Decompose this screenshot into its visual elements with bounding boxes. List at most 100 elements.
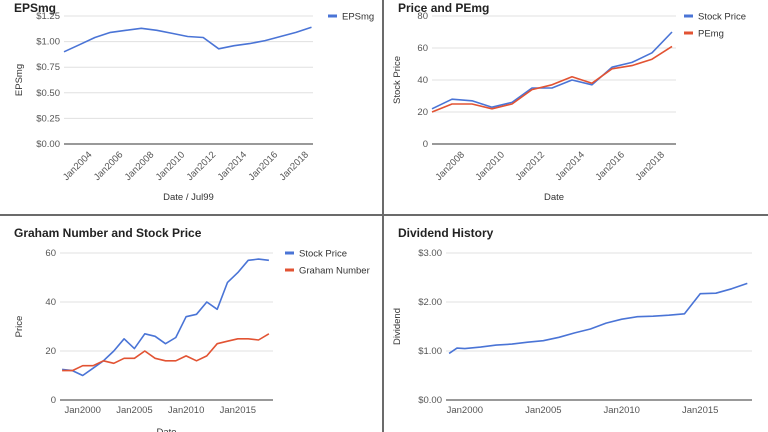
data-point-1-18 [247,338,249,340]
y-tick-label: 0 [51,395,56,406]
y-axis-label: Stock Price [392,56,403,104]
series-line-1 [62,333,270,372]
x-tick-label: Jan2010 [168,405,204,416]
data-point-0-7 [571,79,573,81]
data-point-1-10 [164,360,166,362]
data-point-1-13 [195,360,197,362]
data-point-1-3 [491,108,493,110]
y-tick-label: $1.00 [418,346,442,357]
data-point-0-16 [683,313,685,315]
x-tick-label: Jan2016 [593,149,627,183]
data-point-0-11 [175,336,177,338]
y-tick-label: 20 [417,107,428,118]
data-point-0-14 [652,315,654,317]
series-line-0 [62,258,269,377]
eps-chart-panel: EPSmg $0.00 $0.25 $0.50 $0.75 $1.00 $1.25 Jan20… [0,0,382,214]
chart-title: Dividend History [398,226,494,240]
x-tick-label: Jan2000 [447,405,483,416]
data-point-0-5 [511,343,513,345]
legend-label: Stock Price [299,249,347,260]
data-point-0-9 [574,332,576,334]
data-point-0-12 [621,318,623,320]
x-tick-label: Jan2015 [220,405,256,416]
y-axis-label: Dividend [392,308,403,345]
x-tick-label: Jan2012 [513,149,547,183]
data-point-0-19 [257,258,259,260]
x-tick-label: Jan2005 [116,405,152,416]
data-point-0-20 [268,259,270,261]
y-axis-label: EPSmg [14,64,25,96]
data-point-0-17 [237,271,239,273]
chart-title: Graham Number and Stock Price [14,226,202,240]
data-point-0-10 [164,343,166,345]
data-point-1-6 [551,84,553,86]
x-tick-label: Jan2014 [216,149,250,183]
data-point-1-9 [611,68,613,70]
data-point-1-5 [531,88,533,90]
series-line-0 [448,282,748,355]
y-tick-label: 80 [417,11,428,22]
chart-title: Price and PEmg [398,1,489,15]
data-point-0-5 [140,27,142,29]
legend-label: PEmg [698,29,724,40]
data-point-1-12 [671,45,673,47]
data-point-0-19 [730,288,732,290]
legend-label: Graham Number [299,266,370,277]
data-point-0-18 [715,292,717,294]
data-point-0-4 [125,29,127,31]
data-point-0-9 [202,36,204,38]
data-point-1-4 [511,103,513,105]
data-point-0-10 [218,48,220,50]
x-tick-label: Jan2018 [277,149,311,183]
data-point-0-2 [94,36,96,38]
data-point-0-20 [746,282,748,284]
data-point-0-3 [479,346,481,348]
data-point-0-16 [310,26,312,28]
data-point-0-16 [226,281,228,283]
data-point-1-14 [206,355,208,357]
data-point-0-7 [542,340,544,342]
data-point-0-3 [92,367,94,369]
data-point-0-14 [206,301,208,303]
data-point-0-3 [109,31,111,33]
x-axis-label: Date / Jul99 [163,192,214,203]
y-tick-label: $0.75 [36,62,60,73]
data-point-0-1 [78,44,80,46]
data-point-0-14 [279,35,281,37]
data-point-0-9 [154,335,156,337]
data-point-0-6 [156,29,158,31]
data-point-0-0 [431,108,433,110]
data-point-0-15 [295,31,297,33]
x-tick-label: Jan2005 [525,405,561,416]
y-tick-label: $0.25 [36,113,60,124]
data-point-1-11 [175,360,177,362]
series-line-0 [431,31,673,110]
x-axis-label: Date [156,427,176,432]
x-tick-label: Jan2012 [185,149,219,183]
price-pemg-chart-panel: Price and PEmg 0 20 40 60 80 Jan2008 Jan2010 Jan… [384,0,768,214]
horizontal-divider [0,214,768,216]
data-point-1-4 [102,360,104,362]
y-tick-label: 20 [45,346,56,357]
data-point-0-0 [63,51,65,53]
x-tick-label: Jan2008 [433,149,467,183]
data-point-0-2 [471,100,473,102]
x-tick-label: Jan2008 [123,149,157,183]
chart-title: EPSmg [14,1,56,15]
data-point-0-13 [195,313,197,315]
data-point-0-10 [631,61,633,63]
data-point-0-8 [558,336,560,338]
y-tick-label: 60 [45,248,56,259]
x-tick-label: Jan2018 [633,149,667,183]
x-tick-label: Jan2006 [92,149,126,183]
chart-svg: EPSmg $0.00 $0.25 $0.50 $0.75 $1.00 $1.25 Jan20… [14,1,374,203]
x-tick-label: Jan2010 [154,149,188,183]
data-point-0-11 [651,52,653,54]
data-point-1-5 [113,362,115,364]
data-point-0-12 [185,316,187,318]
chart-svg: Dividend History $0.00 $1.00 $2.00 $3.00 Jan2… [392,226,752,416]
legend-label: Stock Price [698,12,746,23]
vertical-divider [382,0,384,432]
x-tick-label: Jan2004 [61,149,95,183]
